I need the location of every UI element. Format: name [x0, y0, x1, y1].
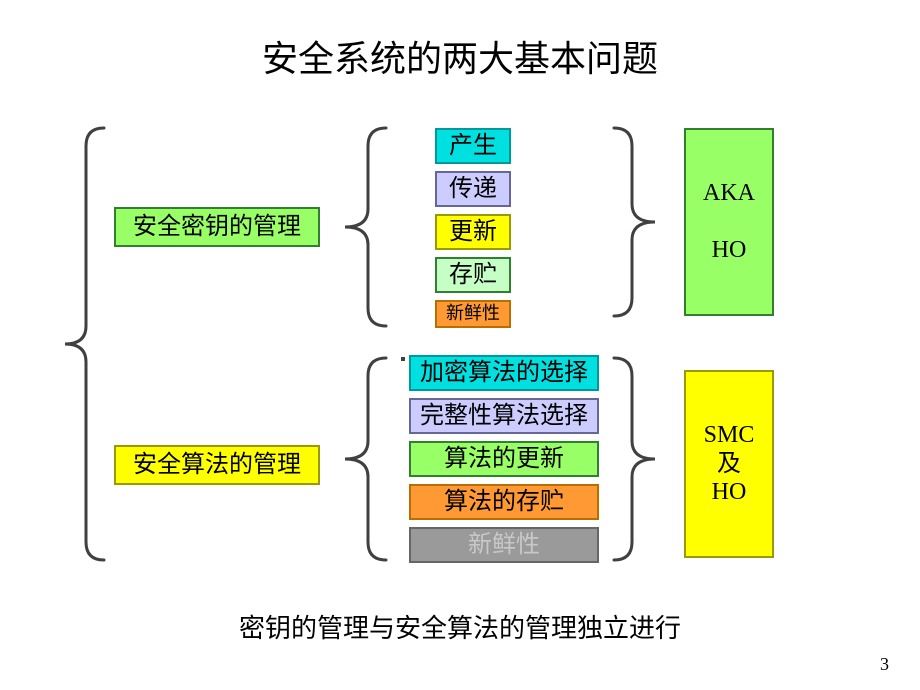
brace-key-left: [340, 128, 386, 326]
box-label: 算法的更新: [444, 445, 564, 474]
box-fresh-bottom: 新鲜性: [409, 527, 599, 563]
box-label: 更新: [449, 218, 497, 247]
box-generate: 产生: [435, 128, 511, 164]
brace-algo-left: [340, 358, 386, 560]
box-label: SMC 及 HO: [704, 421, 755, 507]
box-pass: 传递: [435, 171, 511, 207]
box-label: 算法的存贮: [444, 488, 564, 517]
box-label: 安全算法的管理: [133, 451, 301, 480]
box-fresh-top: 新鲜性: [435, 300, 511, 328]
box-label: 新鲜性: [446, 303, 500, 325]
page-number: 3: [880, 654, 889, 675]
box-label: 安全密钥的管理: [133, 213, 301, 242]
box-label: 加密算法的选择: [420, 359, 588, 388]
brace-key-right: [614, 128, 660, 316]
slide-title: 安全系统的两大基本问题: [0, 30, 920, 82]
box-update: 更新: [435, 214, 511, 250]
box-label: 新鲜性: [468, 531, 540, 560]
box-smc-ho: SMC 及 HO: [684, 370, 774, 558]
box-aka-ho: AKA HO: [684, 128, 774, 316]
box-label: 存贮: [449, 261, 497, 290]
box-label: 传递: [449, 175, 497, 204]
box-algo-update: 算法的更新: [409, 441, 599, 477]
box-label: AKA HO: [703, 179, 755, 265]
box-algo-store: 算法的存贮: [409, 484, 599, 520]
brace-main-left: [62, 128, 104, 560]
bullet-dot: [401, 357, 405, 361]
box-store: 存贮: [435, 257, 511, 293]
slide-footer: 密钥的管理与安全算法的管理独立进行: [0, 608, 920, 645]
box-label: 产生: [449, 132, 497, 161]
box-label: 完整性算法选择: [420, 402, 588, 431]
box-enc-select: 加密算法的选择: [409, 355, 599, 391]
box-algo-management: 安全算法的管理: [114, 445, 320, 485]
box-key-management: 安全密钥的管理: [114, 207, 320, 247]
box-int-select: 完整性算法选择: [409, 398, 599, 434]
brace-algo-right: [614, 358, 660, 560]
